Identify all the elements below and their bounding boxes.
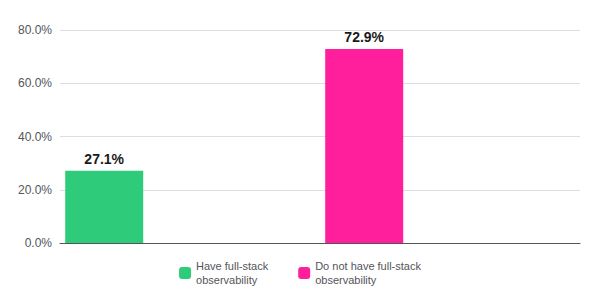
svg-text:40.0%: 40.0%	[18, 130, 52, 144]
svg-text:27.1%: 27.1%	[84, 151, 124, 167]
svg-text:20.0%: 20.0%	[18, 183, 52, 197]
svg-text:observability: observability	[196, 274, 258, 286]
svg-text:80.0%: 80.0%	[18, 23, 52, 37]
svg-text:72.9%: 72.9%	[344, 29, 384, 45]
svg-text:Have full-stack: Have full-stack	[196, 260, 269, 272]
svg-text:Do not have full-stack: Do not have full-stack	[315, 260, 421, 272]
svg-text:observability: observability	[315, 274, 377, 286]
svg-text:0.0%: 0.0%	[25, 236, 53, 250]
svg-text:60.0%: 60.0%	[18, 76, 52, 90]
